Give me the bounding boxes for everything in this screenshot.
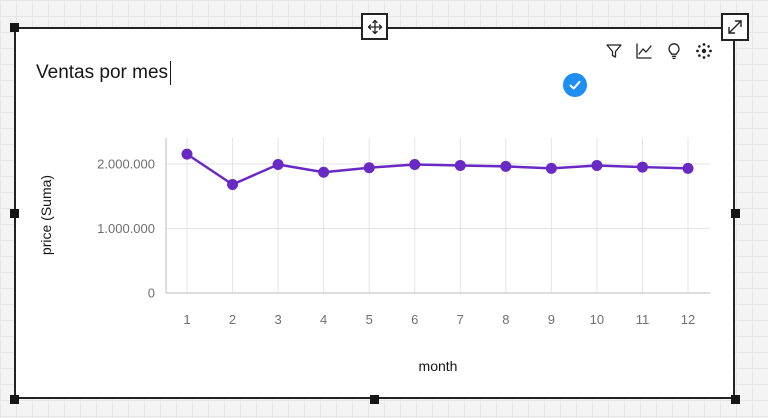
- y-tick-label: 0: [148, 286, 155, 301]
- widget-toolbar: [603, 40, 715, 62]
- series-line: [186, 153, 689, 186]
- data-point[interactable]: [591, 159, 603, 171]
- x-tick-label: 12: [681, 312, 695, 327]
- data-point[interactable]: [272, 158, 284, 170]
- y-tick-label: 1.000.000: [97, 221, 155, 236]
- x-tick-label: 6: [411, 312, 418, 327]
- resize-handle-bottom-left[interactable]: [10, 395, 19, 404]
- expand-icon: [728, 20, 742, 34]
- resize-handle-left[interactable]: [10, 209, 19, 218]
- lightbulb-icon: [668, 43, 680, 59]
- x-tick-label: 9: [548, 312, 555, 327]
- line-chart-icon: [636, 43, 652, 59]
- filter-button[interactable]: [603, 40, 625, 62]
- expand-button[interactable]: [721, 13, 749, 41]
- chart-widget[interactable]: [14, 27, 735, 399]
- x-tick-label: 3: [274, 312, 281, 327]
- x-tick-label: 4: [320, 312, 327, 327]
- chart-type-button[interactable]: [633, 40, 655, 62]
- status-badge: [563, 73, 587, 97]
- data-point[interactable]: [454, 159, 466, 171]
- move-arrows-icon: [367, 19, 382, 34]
- settings-dots-icon: [696, 43, 712, 59]
- data-point[interactable]: [682, 162, 694, 174]
- x-tick-label: 11: [636, 312, 650, 327]
- checkmark-icon: [569, 80, 581, 90]
- chart-axes: [165, 138, 710, 294]
- data-point[interactable]: [500, 160, 512, 172]
- data-point[interactable]: [636, 161, 648, 173]
- data-point[interactable]: [363, 162, 375, 174]
- data-point[interactable]: [545, 162, 557, 174]
- filter-icon: [606, 44, 622, 58]
- text-cursor: [170, 61, 172, 85]
- widget-title-editor[interactable]: Ventas por mes: [36, 60, 172, 86]
- x-tick-label: 1: [183, 312, 190, 327]
- x-tick-label: 8: [502, 312, 509, 327]
- resize-handle-right[interactable]: [731, 209, 740, 218]
- x-tick-label: 7: [457, 312, 464, 327]
- x-tick-label: 2: [229, 312, 236, 327]
- settings-button[interactable]: [693, 40, 715, 62]
- chart-series: [181, 148, 694, 190]
- x-tick-label: 5: [366, 312, 373, 327]
- y-axis-title: price (Suma): [38, 175, 54, 255]
- x-tick-label: 10: [590, 312, 604, 327]
- data-point[interactable]: [409, 158, 421, 170]
- widget-title[interactable]: Ventas por mes: [36, 62, 169, 83]
- insights-button[interactable]: [663, 40, 685, 62]
- resize-handle-bottom[interactable]: [370, 395, 379, 404]
- resize-handle-top-left[interactable]: [10, 23, 19, 32]
- chart-grid: [166, 138, 710, 293]
- data-point[interactable]: [181, 148, 193, 160]
- data-point[interactable]: [227, 179, 239, 190]
- data-point[interactable]: [318, 166, 330, 178]
- y-tick-label: 2.000.000: [97, 156, 155, 171]
- resize-handle-bottom-right[interactable]: [731, 395, 740, 404]
- move-button[interactable]: [361, 13, 388, 40]
- x-axis-title: month: [419, 358, 458, 374]
